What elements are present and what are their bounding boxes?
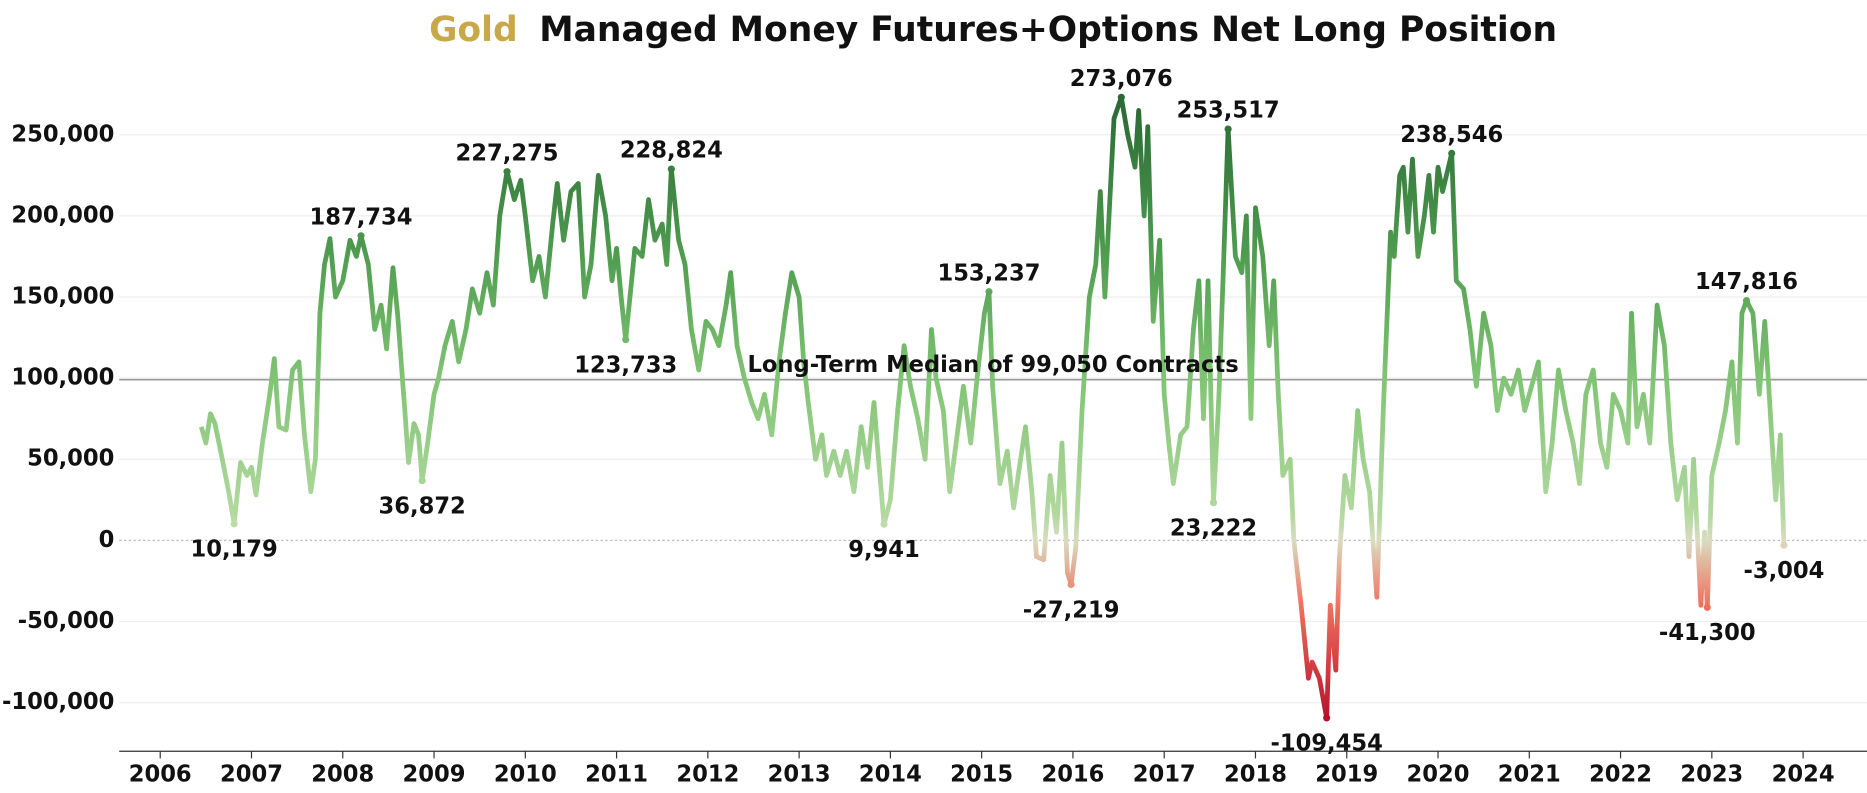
x-tick-label: 2013 bbox=[768, 762, 831, 788]
x-tick-label: 2014 bbox=[859, 762, 922, 788]
data-label: 10,179 bbox=[191, 537, 278, 563]
point-marker bbox=[418, 476, 426, 485]
x-tick-label: 2017 bbox=[1133, 762, 1196, 788]
y-tick-label: 50,000 bbox=[27, 446, 114, 472]
data-label: 36,872 bbox=[379, 493, 466, 519]
y-tick-label: 150,000 bbox=[11, 284, 114, 310]
data-label: 228,824 bbox=[620, 138, 723, 164]
x-tick-label: 2007 bbox=[220, 762, 283, 788]
chart-title: Gold Managed Money Futures+Options Net L… bbox=[429, 9, 1557, 49]
point-marker bbox=[1780, 541, 1788, 549]
data-label: 147,816 bbox=[1695, 269, 1798, 295]
data-label: 153,237 bbox=[937, 260, 1040, 286]
x-tick-label: 2012 bbox=[676, 762, 739, 788]
point-marker bbox=[1224, 125, 1232, 133]
data-label: -3,004 bbox=[1743, 558, 1824, 584]
point-marker bbox=[667, 165, 675, 173]
x-tick-label: 2023 bbox=[1680, 762, 1743, 788]
x-tick-label: 2009 bbox=[403, 762, 466, 788]
x-tick-label: 2010 bbox=[494, 762, 557, 788]
point-marker bbox=[1117, 93, 1125, 101]
data-label: -109,454 bbox=[1270, 731, 1382, 757]
y-tick-label: -50,000 bbox=[18, 608, 115, 634]
x-tick-label: 2006 bbox=[129, 762, 192, 788]
data-label: 253,517 bbox=[1177, 98, 1280, 124]
data-label: -41,300 bbox=[1659, 620, 1756, 646]
point-marker bbox=[357, 232, 365, 240]
y-tick-label: 250,000 bbox=[11, 121, 114, 147]
data-label: 227,275 bbox=[456, 140, 559, 166]
point-marker bbox=[1448, 149, 1456, 157]
y-tick-label: -100,000 bbox=[2, 689, 114, 715]
y-tick-label: 0 bbox=[99, 527, 115, 553]
data-label: 23,222 bbox=[1170, 515, 1257, 541]
x-tick-label: 2018 bbox=[1224, 762, 1287, 788]
median-label: Long-Term Median of 99,050 Contracts bbox=[747, 352, 1238, 378]
y-tick-label: 100,000 bbox=[11, 365, 114, 391]
data-label: -27,219 bbox=[1023, 597, 1120, 623]
point-marker bbox=[503, 168, 511, 176]
x-tick-label: 2019 bbox=[1315, 762, 1378, 788]
x-tick-label: 2021 bbox=[1498, 762, 1561, 788]
point-marker bbox=[230, 520, 238, 528]
point-marker bbox=[1323, 714, 1331, 722]
x-tick-label: 2016 bbox=[1041, 762, 1104, 788]
data-label: 273,076 bbox=[1070, 66, 1173, 92]
point-marker bbox=[622, 336, 630, 344]
series-line bbox=[199, 94, 1787, 721]
point-marker bbox=[1067, 580, 1075, 589]
title-highlight: Gold bbox=[429, 9, 518, 49]
x-tick-label: 2022 bbox=[1589, 762, 1652, 788]
data-label: 238,546 bbox=[1400, 122, 1503, 148]
point-marker bbox=[985, 288, 993, 296]
x-tick-label: 2015 bbox=[950, 762, 1013, 788]
x-tick-label: 2008 bbox=[311, 762, 374, 788]
point-marker bbox=[880, 520, 888, 528]
title-main: Managed Money Futures+Options Net Long P… bbox=[539, 9, 1557, 49]
point-marker bbox=[1742, 296, 1751, 305]
y-tick-label: 200,000 bbox=[11, 202, 114, 228]
data-label: 187,734 bbox=[310, 204, 413, 230]
x-tick-label: 2020 bbox=[1407, 762, 1470, 788]
x-tick-label: 2011 bbox=[585, 762, 648, 788]
data-label: 9,941 bbox=[848, 537, 920, 563]
point-marker bbox=[1209, 499, 1218, 507]
point-marker bbox=[1703, 603, 1711, 611]
x-tick-label: 2024 bbox=[1772, 762, 1835, 788]
data-label: 123,733 bbox=[574, 352, 677, 378]
